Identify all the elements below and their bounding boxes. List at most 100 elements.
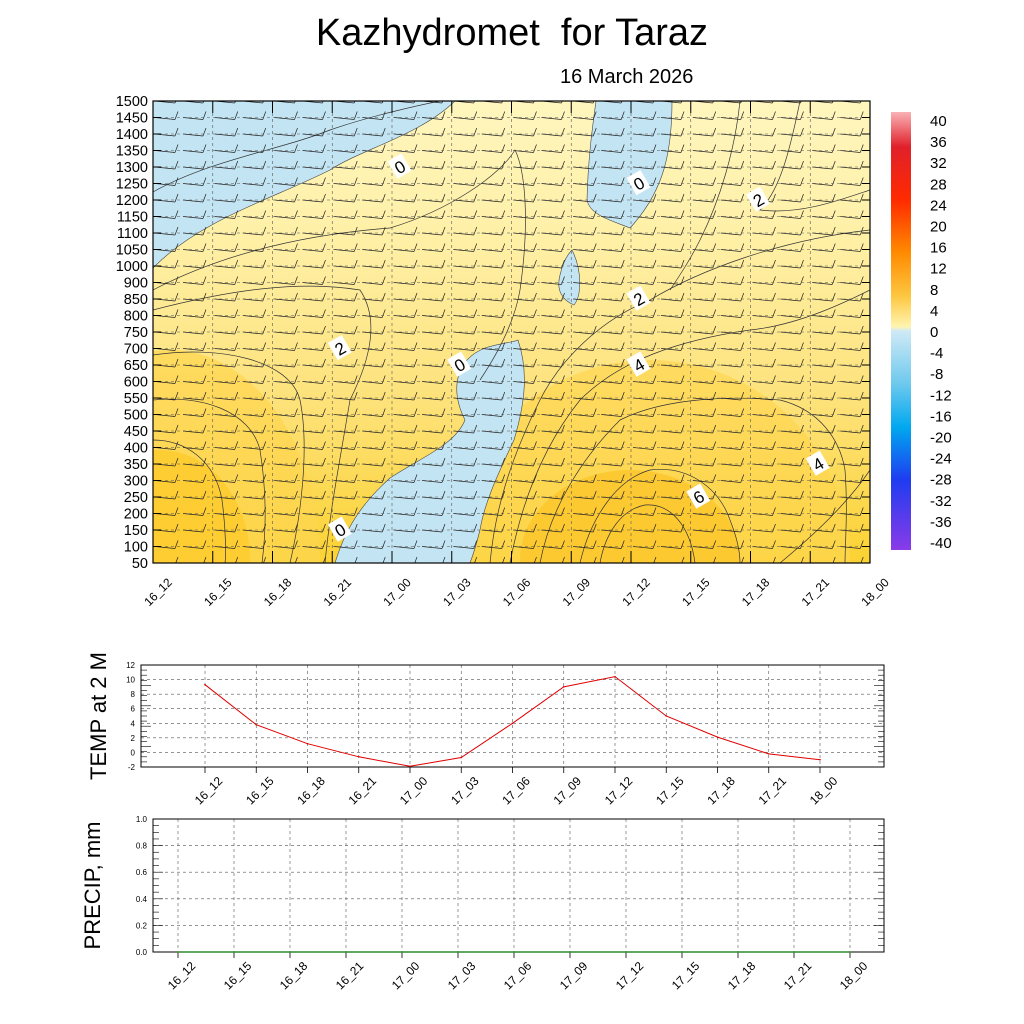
wind-barb: [362, 348, 383, 351]
wind-barb: [573, 463, 594, 467]
wind-barb-flag: [592, 424, 597, 434]
wind-barb-flag: [294, 358, 298, 368]
wind-barb: [334, 364, 355, 368]
wind-barb-flag: [234, 101, 236, 104]
wind-barb: [362, 265, 383, 269]
wind-barb: [362, 414, 383, 417]
wind-barb-flag: [561, 540, 565, 549]
wind-barb: [302, 232, 323, 236]
wind-barb-flag: [174, 111, 179, 120]
wind-barb: [720, 414, 741, 417]
x-tick-label: 16_15: [243, 774, 277, 808]
wind-barb-flag: [859, 358, 864, 368]
wind-barb-flag: [831, 101, 834, 104]
wind-barb: [362, 282, 383, 285]
wind-barb-flag: [561, 127, 565, 137]
wind-barb-flag: [561, 210, 565, 219]
wind-barb-flag: [473, 523, 478, 533]
colorbar-label: 36: [930, 134, 947, 151]
wind-barb: [274, 463, 295, 467]
wind-barb: [513, 298, 534, 302]
wind-barb: [780, 496, 801, 500]
wind-barb: [242, 513, 263, 516]
wind-barb-flag: [501, 177, 506, 186]
wind-barb: [481, 414, 502, 417]
wind-barb-flag: [441, 243, 446, 252]
wind-barb-flag: [800, 441, 804, 450]
wind-barb: [302, 150, 323, 153]
wind-barb: [692, 265, 713, 269]
wind-barb-flag: [413, 507, 418, 516]
wind-barb-flag: [353, 540, 358, 549]
wind-barb-flag: [712, 127, 717, 137]
wind-barb: [601, 133, 622, 137]
wind-barb: [780, 430, 801, 434]
y-tick-label: 1300: [116, 160, 148, 176]
wind-barb-flag: [772, 342, 776, 351]
wind-barb: [334, 265, 355, 269]
wind-barb: [541, 265, 562, 269]
wind-barb-flag: [501, 127, 506, 137]
wind-barb-flag: [712, 457, 717, 467]
wind-barb-flag: [441, 375, 446, 384]
wind-barb: [481, 364, 502, 368]
x-tick-label: 16_12: [165, 959, 199, 993]
wind-barb: [573, 232, 594, 236]
wind-barb-flag: [680, 127, 685, 137]
wind-barb-flag: [680, 474, 685, 483]
wind-barb-flag: [859, 474, 864, 483]
wind-barb-flag: [473, 474, 478, 483]
wind-barb-flag: [381, 474, 386, 483]
wind-barb-flag: [441, 358, 446, 368]
wind-barb: [362, 513, 383, 516]
wind-barb-flag: [561, 276, 565, 285]
wind-barb: [573, 364, 594, 368]
wind-barb: [274, 447, 295, 450]
wind-barb: [334, 463, 355, 467]
y-tick-label: -2: [128, 763, 136, 772]
wind-barb: [752, 298, 773, 302]
wind-barb: [481, 216, 502, 219]
data-point: [716, 736, 719, 738]
wind-barb-flag: [680, 342, 685, 351]
x-tick-label: 16_12: [141, 575, 175, 609]
wind-barb: [481, 315, 502, 318]
wind-barb-flag: [501, 342, 506, 351]
wind-barb: [660, 265, 682, 269]
wind-barb: [182, 430, 204, 434]
wind-barb: [481, 480, 502, 483]
wind-barb-flag: [859, 177, 864, 186]
wind-barb-flag: [202, 101, 205, 104]
wind-barb-flag: [413, 292, 418, 302]
wind-barb-flag: [681, 556, 685, 563]
wind-barb: [541, 496, 562, 500]
wind-barb-flag: [859, 210, 864, 219]
y-tick-label: 700: [124, 342, 148, 358]
wind-barb-flag: [772, 523, 776, 533]
wind-barb-flag: [353, 276, 358, 285]
x-tick-label: 17_09: [557, 959, 591, 993]
wind-barb: [780, 397, 801, 401]
wind-barb-flag: [561, 193, 565, 203]
wind-barb-flag: [262, 259, 267, 269]
colorbar-label: -20: [930, 430, 952, 447]
wind-barb-flag: [592, 111, 597, 120]
contour-label: 4: [805, 450, 830, 476]
wind-barb: [302, 315, 323, 318]
wind-barb: [720, 166, 741, 170]
wind-barb: [601, 496, 622, 500]
wind-barb: [513, 183, 534, 186]
wind-barb: [513, 348, 534, 351]
wind-barb: [481, 298, 502, 302]
wind-barb: [601, 216, 622, 219]
wind-barb-flag: [740, 259, 745, 269]
wind-barb-flag: [740, 276, 745, 285]
wind-barb: [840, 480, 861, 483]
wind-barb-flag: [740, 292, 745, 302]
wind-barb-flag: [800, 144, 804, 153]
wind-barb: [274, 150, 295, 153]
wind-barb-flag: [831, 424, 836, 434]
wind-barb: [274, 546, 295, 549]
wind-barb: [513, 117, 534, 120]
wind-barb-flag: [712, 408, 717, 417]
